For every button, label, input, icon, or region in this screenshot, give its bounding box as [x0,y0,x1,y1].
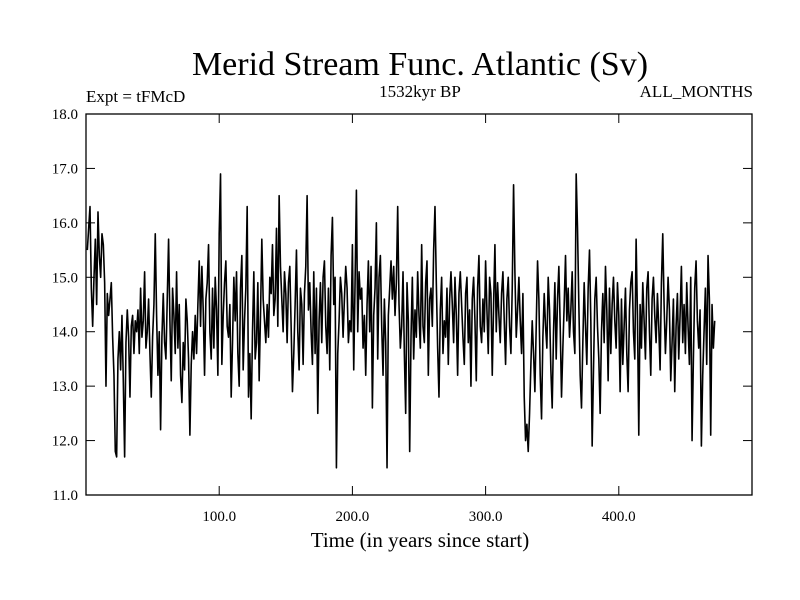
x-tick-label: 200.0 [336,509,370,525]
months-label: ALL_MONTHS [640,82,753,101]
x-tick-label: 400.0 [602,509,636,525]
y-tick-label: 11.0 [52,488,78,504]
y-tick-label: 14.0 [52,325,78,341]
y-tick-label: 12.0 [52,434,78,450]
y-tick-label: 17.0 [52,161,78,177]
y-tick-label: 16.0 [52,216,78,232]
y-axis: 11.0 12.0 13.0 14.0 15.0 16.0 17.0 18.0 [52,107,752,504]
y-tick-label: 15.0 [52,270,78,286]
x-axis: 100.0 200.0 300.0 400.0 [202,114,636,525]
period-label: 1532kyr BP [379,82,461,101]
experiment-label: Expt = tFMcD [86,87,185,106]
plot-frame [85,113,753,496]
chart-title: Merid Stream Func. Atlantic (Sv) [192,46,648,83]
x-axis-label: Time (in years since start) [311,528,530,552]
data-line-series [86,173,716,469]
y-tick-label: 13.0 [52,379,78,395]
x-tick-label: 300.0 [469,509,503,525]
x-tick-label: 100.0 [202,509,236,525]
y-tick-label: 18.0 [52,107,78,123]
